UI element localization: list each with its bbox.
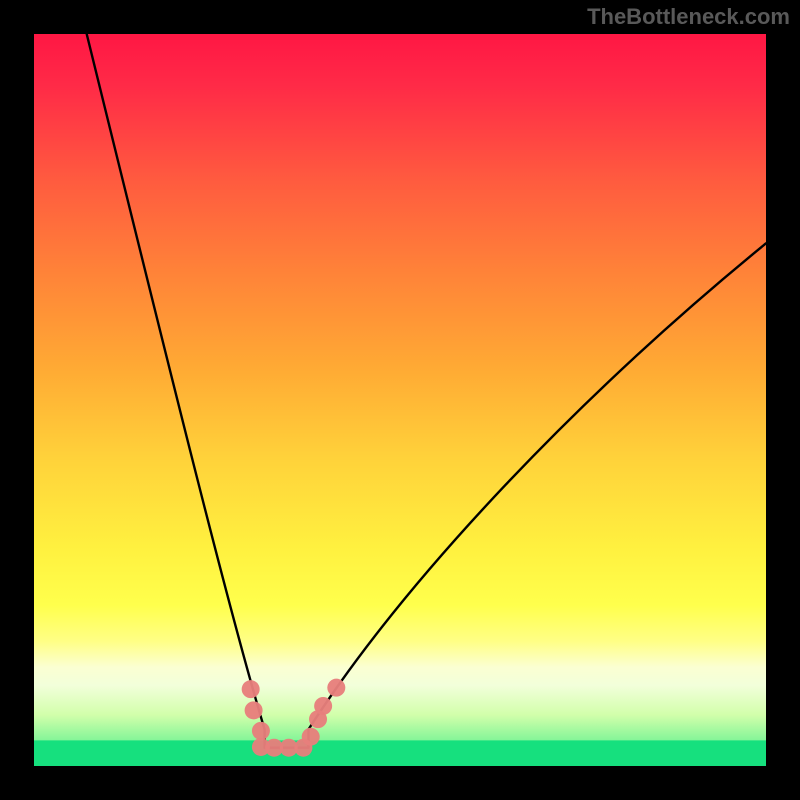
data-marker <box>242 680 260 698</box>
data-marker <box>314 697 332 715</box>
data-marker <box>302 728 320 746</box>
watermark-text: TheBottleneck.com <box>587 4 790 30</box>
data-marker <box>327 679 345 697</box>
data-marker <box>252 722 270 740</box>
gradient-background <box>34 34 766 766</box>
chart-frame: TheBottleneck.com <box>0 0 800 800</box>
green-band <box>34 740 766 766</box>
plot-area <box>34 34 766 766</box>
data-marker <box>245 701 263 719</box>
plot-svg <box>34 34 766 766</box>
